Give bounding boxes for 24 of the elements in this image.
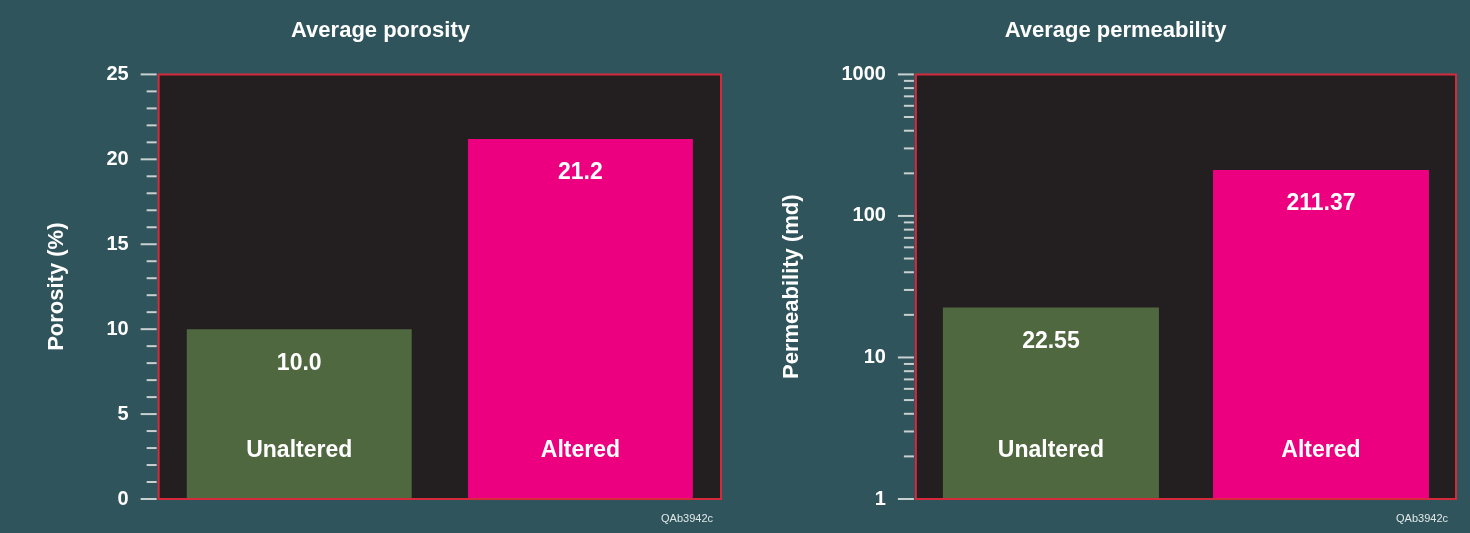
y-tick-label: 10 — [863, 344, 886, 367]
chart-title: Average permeability — [1004, 17, 1228, 43]
data-label: 21.2 — [558, 158, 603, 185]
y-tick-label: 1000 — [841, 61, 886, 84]
x-tick-label: Altered — [540, 436, 621, 463]
y-axis-title: Porosity (%) — [43, 222, 69, 351]
x-tick-label: Unaltered — [997, 436, 1104, 463]
text: QAb3942c — [661, 512, 714, 525]
y-tick-label: 20 — [106, 146, 129, 169]
text: QAb3942c — [1396, 512, 1449, 525]
y-tick-label: 100 — [852, 203, 886, 226]
data-label: 10.0 — [276, 348, 322, 375]
y-tick-label: 0 — [117, 486, 129, 509]
y-tick-label: 15 — [106, 231, 129, 254]
y-tick-label: 1 — [874, 486, 886, 509]
x-tick-label: Unaltered — [246, 436, 353, 463]
y-tick-label: 5 — [117, 401, 129, 424]
data-label: 211.37 — [1286, 189, 1356, 216]
y-axis-title: Permeability (md) — [778, 194, 804, 379]
data-label: 22.55 — [1022, 326, 1080, 353]
x-tick-label: Altered — [1281, 436, 1361, 463]
y-tick-label: 25 — [106, 61, 129, 84]
chart-title: Average porosity — [291, 17, 471, 43]
y-tick-label: 10 — [106, 316, 129, 339]
